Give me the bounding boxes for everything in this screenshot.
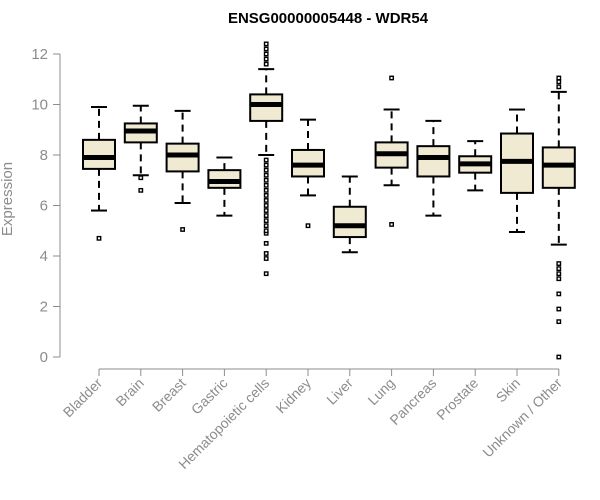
box-kidney: [291, 118, 325, 229]
box-prostate: [458, 140, 493, 192]
box-rect: [249, 93, 284, 122]
x-tick-label-lung: Lung: [364, 375, 397, 408]
chart-title: ENSG00000005448 - WDR54: [228, 10, 429, 27]
box-rect: [416, 145, 451, 178]
x-tick-label-liver: Liver: [323, 375, 356, 408]
y-tick-label: 0: [40, 349, 48, 366]
outlier-point: [263, 172, 269, 178]
outlier-point: [263, 41, 269, 47]
x-tick-label-brain: Brain: [112, 375, 146, 409]
box-lung: [374, 75, 409, 227]
boxes-layer: [82, 41, 576, 360]
outlier-point: [263, 203, 269, 208]
outlier-point: [263, 256, 269, 261]
box-rect: [541, 146, 576, 189]
outlier-point: [556, 75, 562, 81]
outlier-point: [556, 266, 562, 272]
x-tick-label-prostate: Prostate: [433, 375, 481, 423]
y-axis: 0 2 4 6 8 10 12: [31, 46, 61, 366]
x-tick-label-unknown-other: Unknown / Other: [479, 375, 565, 461]
box-skin: [500, 108, 534, 234]
outlier-point: [305, 223, 311, 229]
outlier-point: [263, 271, 269, 277]
outlier-point: [263, 61, 269, 67]
outlier-point: [263, 162, 269, 168]
box-pancreas: [416, 119, 451, 217]
y-tick-label: 10: [31, 97, 48, 114]
y-tick-label: 6: [40, 198, 48, 215]
x-tick-label-breast: Breast: [149, 375, 189, 415]
outlier-point: [263, 51, 269, 57]
box-unknown-other: [541, 75, 576, 360]
outlier-point: [263, 213, 269, 218]
outlier-point: [263, 228, 269, 234]
outlier-point: [263, 182, 269, 188]
box-bladder: [82, 106, 116, 241]
box-brain: [123, 104, 158, 193]
outlier-point: [263, 198, 269, 203]
outlier-point: [263, 187, 269, 193]
x-tick-label-bladder: Bladder: [60, 375, 106, 421]
box-liver: [332, 175, 367, 254]
outlier-point: [263, 56, 269, 62]
outlier-point: [556, 84, 562, 90]
outlier-point: [263, 223, 269, 229]
outlier-point: [556, 319, 562, 325]
outlier-point: [556, 276, 562, 282]
outlier-point: [556, 354, 562, 360]
outlier-point: [180, 227, 185, 232]
box-rect: [332, 205, 367, 239]
box-rect: [165, 142, 200, 173]
outlier-point: [389, 222, 394, 227]
outlier-point: [138, 187, 144, 193]
y-axis-label: Expression: [0, 162, 16, 236]
outlier-point: [263, 240, 269, 246]
outlier-point: [556, 306, 562, 312]
box-rect: [207, 169, 242, 189]
y-tick-label: 2: [40, 299, 48, 316]
box-breast: [165, 109, 200, 232]
box-rect: [82, 138, 116, 170]
outlier-point: [263, 251, 269, 256]
outlier-point: [556, 261, 562, 266]
y-tick-label: 4: [40, 248, 48, 265]
y-tick-label: 12: [31, 46, 48, 63]
outlier-point: [556, 291, 562, 297]
outlier-point: [263, 157, 269, 163]
outlier-point: [263, 167, 269, 173]
y-tick-label: 8: [40, 147, 48, 164]
outlier-point: [263, 46, 269, 52]
x-tick-label-kidney: Kidney: [273, 375, 315, 417]
outlier-point: [138, 175, 144, 181]
x-tick-label-skin: Skin: [493, 375, 524, 406]
outlier-point: [263, 177, 269, 183]
outlier-point: [389, 75, 394, 81]
box-gastric: [207, 156, 242, 217]
outlier-point: [263, 218, 269, 224]
outlier-point: [556, 271, 562, 277]
outlier-point: [263, 208, 269, 213]
outlier-point: [96, 235, 102, 241]
box-hematopoietic-cells: [249, 41, 284, 277]
outlier-point: [556, 79, 562, 85]
outlier-point: [263, 192, 269, 198]
